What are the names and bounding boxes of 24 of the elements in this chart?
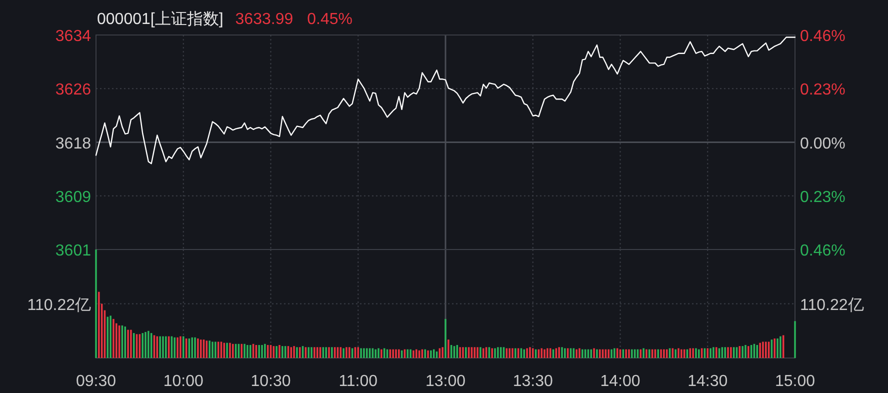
y2-tick-label: 0.23% bbox=[800, 82, 846, 99]
text: 110.22亿 bbox=[27, 296, 91, 314]
y2-tick-label: 0.46% bbox=[800, 242, 846, 260]
y-tick-label: 3618 bbox=[55, 135, 92, 152]
y-tick-label: 3601 bbox=[55, 242, 92, 260]
y2-tick-label: 0.00% bbox=[800, 135, 846, 152]
chart-title: 000001[上证指数] bbox=[97, 10, 224, 28]
y-tick-label: 3634 bbox=[55, 28, 92, 45]
text: 3633.99 bbox=[235, 11, 294, 28]
text: 110.22亿 bbox=[800, 296, 864, 314]
y-tick-label: 3626 bbox=[55, 82, 92, 99]
x-tick-label: 10:30 bbox=[250, 373, 291, 390]
x-tick-label: 14:30 bbox=[688, 373, 728, 390]
x-tick-label: 09:30 bbox=[76, 373, 116, 390]
x-tick-label: 13:00 bbox=[425, 373, 466, 390]
x-tick-label: 11:00 bbox=[338, 373, 378, 390]
x-tick-label: 10:00 bbox=[163, 373, 204, 390]
y2-tick-label: 0.46% bbox=[800, 28, 846, 45]
x-tick-label: 15:00 bbox=[774, 373, 816, 390]
x-tick-label: 14:00 bbox=[600, 373, 640, 390]
y-tick-label: 3609 bbox=[55, 188, 92, 206]
y2-tick-label: 0.23% bbox=[800, 188, 846, 206]
x-tick-label: 13:30 bbox=[512, 373, 553, 390]
text: 0.45% bbox=[307, 11, 352, 28]
